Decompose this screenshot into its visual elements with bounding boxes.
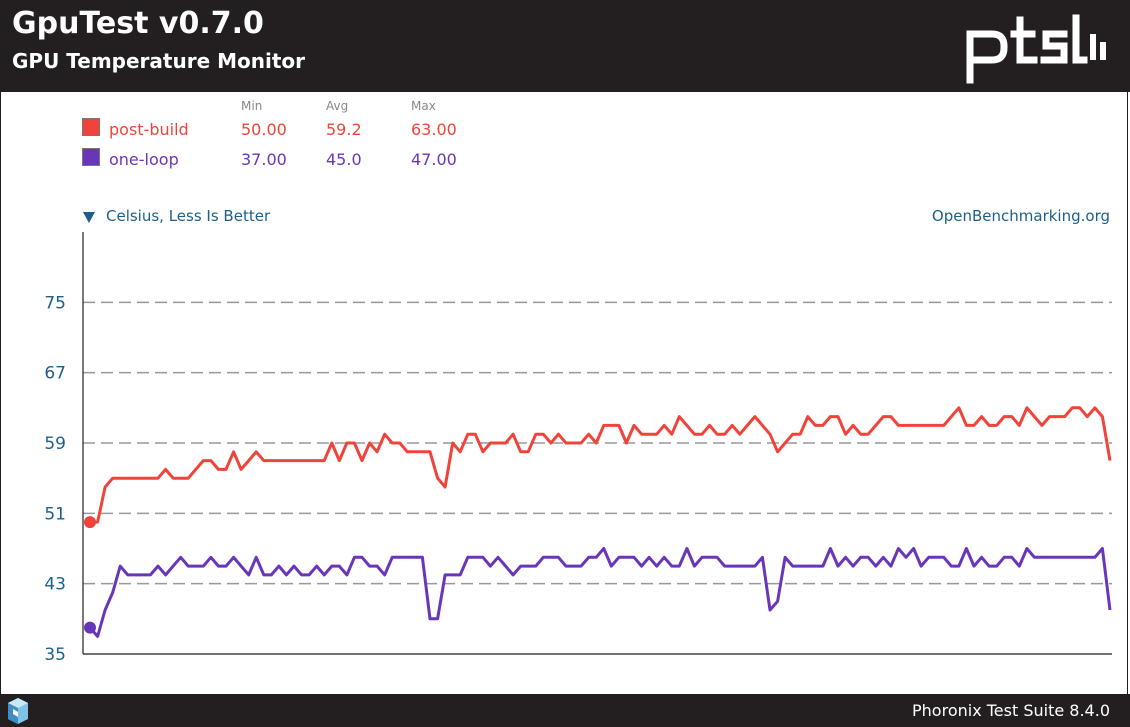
- source-link[interactable]: OpenBenchmarking.org: [931, 207, 1110, 225]
- pts-logo-icon: [966, 14, 1106, 84]
- pts-cube-icon: [8, 698, 28, 724]
- series-start-point-post-build: [84, 516, 96, 529]
- down-arrow-icon: [83, 212, 95, 223]
- legend-header-min: Min: [241, 99, 263, 113]
- y-tick-label: 67: [44, 364, 66, 384]
- legend-header-avg: Avg: [326, 99, 349, 113]
- legend-min: 37.00: [241, 150, 287, 169]
- legend-label: post-build: [109, 120, 189, 139]
- y-tick-label: 59: [44, 434, 66, 454]
- footer-bar: Phoronix Test Suite 8.4.0: [0, 694, 1130, 727]
- legend-min: 50.00: [241, 120, 287, 139]
- legend-swatch: [82, 118, 100, 136]
- legend-label: one-loop: [109, 150, 179, 169]
- series-line-one-loop: [88, 547, 1112, 638]
- legend-max: 63.00: [411, 120, 457, 139]
- legend-header-max: Max: [411, 99, 436, 113]
- y-tick-label: 43: [44, 575, 66, 595]
- footer-version: Phoronix Test Suite 8.4.0: [912, 701, 1110, 720]
- legend-avg: 59.2: [326, 120, 362, 139]
- legend-swatch: [82, 148, 100, 166]
- y-tick-label: 51: [44, 504, 66, 524]
- y-tick-label: 35: [44, 645, 66, 665]
- series-line-post-build: [90, 406, 1112, 524]
- legend-avg: 45.0: [326, 150, 362, 169]
- page-subtitle: GPU Temperature Monitor: [12, 49, 305, 73]
- page-title: GpuTest v0.7.0: [12, 6, 264, 41]
- legend-max: 47.00: [411, 150, 457, 169]
- unit-label: Celsius, Less Is Better: [106, 207, 271, 225]
- header-bar: GpuTest v0.7.0 GPU Temperature Monitor: [0, 0, 1130, 92]
- y-tick-label: 75: [44, 293, 66, 313]
- series-start-point-one-loop: [84, 621, 96, 634]
